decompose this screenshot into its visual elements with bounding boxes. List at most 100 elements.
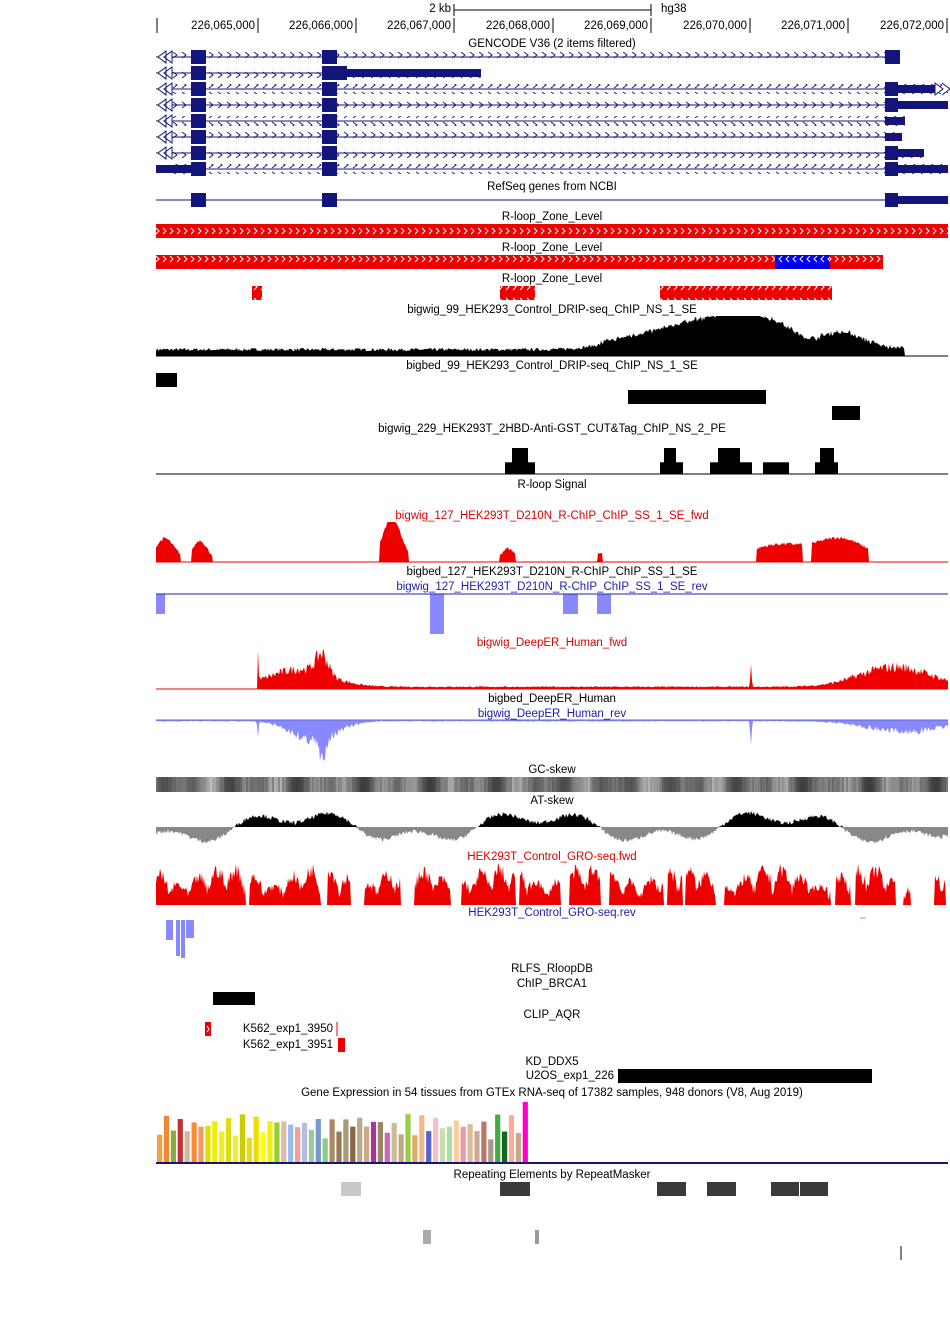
skew-cell: [800, 777, 802, 792]
skew-cell: [218, 777, 220, 792]
skew-cell: [698, 777, 700, 792]
skew-cell: [682, 777, 684, 792]
skew-cell: [344, 777, 346, 792]
skew-cell: [598, 777, 600, 792]
expression-bar: [446, 1126, 452, 1162]
skew-cell: [780, 777, 782, 792]
expression-bar: [419, 1115, 425, 1162]
skew-cell: [876, 777, 878, 792]
skew-cell: [844, 777, 846, 792]
skew-cell: [470, 777, 472, 792]
expression-bar: [481, 1121, 487, 1162]
skew-cell: [890, 777, 892, 792]
skew-cell: [874, 777, 876, 792]
feature-label: K562_exp1_3950: [243, 1023, 333, 1035]
skew-cell: [932, 777, 934, 792]
track-title: CLIP_AQR: [524, 1009, 581, 1021]
skew-cell: [458, 777, 460, 792]
ruler-label: 226,069,000: [584, 20, 648, 32]
skew-cell: [820, 777, 822, 792]
exon: [885, 82, 898, 96]
skew-cell: [318, 777, 320, 792]
exon: [322, 98, 337, 112]
skew-cell: [884, 777, 886, 792]
skew-cell: [770, 777, 772, 792]
skew-cell: [352, 777, 354, 792]
signal: [718, 448, 740, 474]
signal: [156, 316, 948, 356]
expression-bar: [253, 1116, 259, 1162]
skew-cell: [858, 777, 860, 792]
skew-cell: [750, 777, 752, 792]
skew-cell: [278, 777, 280, 792]
skew-cell: [798, 777, 800, 792]
skew-cell: [500, 777, 502, 792]
exon: [191, 114, 206, 128]
skew-cell: [360, 777, 362, 792]
skew-cell: [634, 777, 636, 792]
expression-bar: [329, 1119, 335, 1162]
skew-cell: [860, 777, 862, 792]
skew-cell: [700, 777, 702, 792]
skew-cell: [638, 777, 640, 792]
skew-cell: [566, 777, 568, 792]
track-title: RefSeq genes from NCBI: [487, 181, 617, 193]
strand-mark: [934, 82, 950, 96]
skew-cell: [556, 777, 558, 792]
repeat: [657, 1182, 686, 1196]
skew-cell: [196, 777, 198, 792]
skew-cell: [600, 777, 602, 792]
ruler-label: 226,065,000: [191, 20, 255, 32]
skew-cell: [552, 777, 554, 792]
skew-cell: [916, 777, 918, 792]
skew-cell: [938, 777, 940, 792]
skew-cell: [864, 777, 866, 792]
skew-cell: [868, 777, 870, 792]
repeat: [771, 1182, 799, 1196]
skew-cell: [184, 777, 186, 792]
skew-cell: [748, 777, 750, 792]
skew-cell: [298, 777, 300, 792]
strand-mark: [157, 66, 173, 80]
skew-cell: [796, 777, 798, 792]
expression-bar: [308, 1129, 314, 1162]
skew-cell: [674, 777, 676, 792]
skew-cell: [896, 777, 898, 792]
skew-cell: [238, 777, 240, 792]
track-title: bigwig_99_HEK293_Control_DRIP-seq_ChIP_N…: [407, 304, 697, 316]
expression-bar: [239, 1114, 245, 1162]
skew-cell: [852, 777, 854, 792]
skew-cell: [734, 777, 736, 792]
expression-bar: [191, 1122, 197, 1162]
skew-cell: [414, 777, 416, 792]
skew-cell: [726, 777, 728, 792]
skew-cell: [324, 777, 326, 792]
expression-bar: [219, 1131, 225, 1162]
expression-bar: [488, 1139, 494, 1162]
skew-cell: [678, 777, 680, 792]
skew-cell: [200, 777, 202, 792]
skew-cell: [902, 777, 904, 792]
skew-cell: [484, 777, 486, 792]
skew-cell: [340, 777, 342, 792]
expression-bar: [301, 1122, 308, 1162]
skew-cell: [898, 777, 900, 792]
skew-cell: [214, 777, 216, 792]
skew-cell: [652, 777, 654, 792]
skew-cell: [420, 777, 422, 792]
arrow: [206, 1025, 210, 1033]
skew-cell: [766, 777, 768, 792]
skew-cell: [650, 777, 652, 792]
skew-cell: [562, 777, 564, 792]
skew-cell: [182, 777, 184, 792]
skew-cell: [412, 777, 414, 792]
skew-cell: [772, 777, 774, 792]
skew-cell: [436, 777, 438, 792]
skew-cell: [280, 777, 282, 792]
skew-cell: [174, 777, 176, 792]
skew-cell: [784, 777, 786, 792]
skew-cell: [282, 777, 284, 792]
skew-cell: [574, 777, 576, 792]
skew-cell: [160, 777, 162, 792]
